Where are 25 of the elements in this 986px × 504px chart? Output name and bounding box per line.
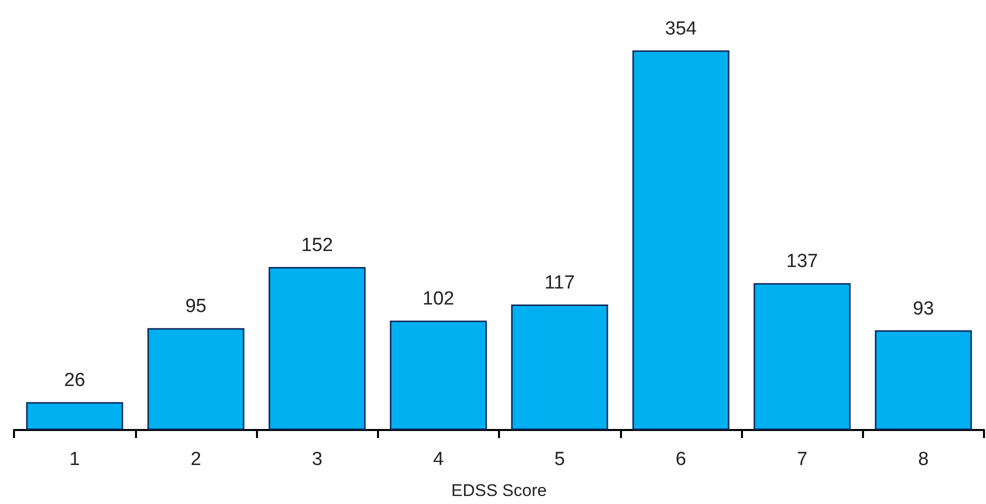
data-label: 95	[185, 296, 206, 318]
bar	[26, 402, 124, 430]
data-label: 93	[912, 298, 934, 320]
bar	[268, 266, 366, 430]
bar	[390, 320, 487, 430]
bar	[511, 304, 608, 430]
data-label: 117	[544, 272, 575, 294]
x-tick-label: 8	[918, 449, 929, 470]
x-tick-label: 3	[312, 449, 322, 470]
data-label: 26	[64, 370, 86, 392]
x-tick-label: 7	[796, 449, 808, 470]
bar	[874, 330, 972, 430]
x-tick-label: 4	[433, 449, 444, 470]
bar	[632, 50, 730, 430]
bar	[754, 283, 851, 430]
x-tick-label: 2	[190, 449, 202, 470]
data-label: 354	[665, 18, 698, 40]
x-tick-label: 5	[554, 449, 565, 470]
data-label: 102	[422, 288, 454, 310]
x-axis-title: EDSS Score	[451, 481, 547, 500]
bar	[147, 328, 244, 430]
x-tick-label: 1	[69, 449, 80, 470]
data-label: 137	[786, 251, 818, 272]
x-tick-label: 6	[676, 449, 686, 470]
data-label: 152	[301, 234, 333, 256]
